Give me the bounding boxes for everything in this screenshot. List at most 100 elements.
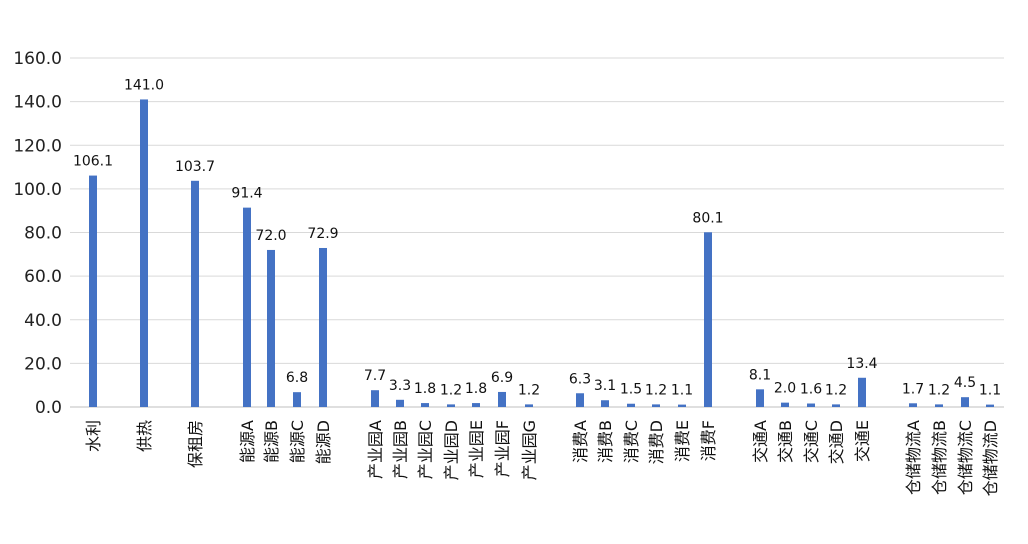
bar bbox=[807, 403, 815, 407]
data-label: 103.7 bbox=[175, 159, 215, 175]
data-label: 106.1 bbox=[73, 154, 113, 170]
bar bbox=[652, 404, 660, 407]
data-label: 1.7 bbox=[902, 381, 924, 397]
y-tick-label: 40.0 bbox=[24, 311, 62, 331]
data-label: 8.1 bbox=[749, 367, 771, 383]
data-label: 1.1 bbox=[979, 383, 1001, 399]
bar bbox=[498, 391, 506, 407]
x-category-label: 消费E bbox=[673, 420, 692, 462]
bar bbox=[396, 399, 404, 407]
data-label: 1.8 bbox=[414, 381, 436, 397]
data-label: 141.0 bbox=[124, 77, 164, 93]
data-label: 1.5 bbox=[620, 382, 642, 398]
bar bbox=[935, 404, 943, 407]
bar bbox=[89, 175, 97, 407]
data-label: 1.2 bbox=[518, 382, 540, 398]
data-label: 80.1 bbox=[692, 210, 723, 226]
x-category-label: 供热 bbox=[135, 420, 154, 452]
x-category-label: 仓储物流D bbox=[981, 420, 1000, 496]
x-category-label: 交通D bbox=[827, 420, 846, 464]
y-tick-label: 160.0 bbox=[13, 49, 62, 69]
bar bbox=[756, 389, 764, 407]
x-category-label: 能源A bbox=[238, 420, 257, 463]
bar bbox=[678, 404, 686, 407]
x-category-label: 仓储物流A bbox=[904, 420, 923, 495]
data-label: 3.1 bbox=[594, 378, 616, 394]
bar bbox=[986, 404, 994, 407]
bar bbox=[140, 99, 148, 407]
data-label: 2.0 bbox=[774, 381, 796, 397]
bar bbox=[267, 249, 275, 407]
gridlines bbox=[70, 57, 1004, 364]
x-category-label: 保租房 bbox=[186, 420, 205, 468]
x-category-label: 产业园G bbox=[520, 420, 539, 480]
bar bbox=[858, 377, 866, 407]
bar bbox=[627, 403, 635, 407]
x-category-label: 能源B bbox=[262, 420, 281, 463]
data-label: 13.4 bbox=[846, 356, 877, 372]
x-category-label: 能源D bbox=[314, 420, 333, 464]
bars bbox=[89, 99, 994, 407]
y-tick-label: 60.0 bbox=[24, 267, 62, 287]
x-category-label: 消费B bbox=[596, 420, 615, 463]
x-category-label: 交通A bbox=[751, 420, 770, 463]
x-category-label: 消费D bbox=[647, 420, 666, 464]
x-category-label: 消费A bbox=[571, 420, 590, 463]
bar bbox=[601, 400, 609, 407]
x-category-label: 消费C bbox=[622, 420, 641, 463]
bar bbox=[576, 393, 584, 407]
data-label: 1.2 bbox=[645, 382, 667, 398]
bar bbox=[421, 403, 429, 407]
x-category-label: 消费F bbox=[699, 420, 718, 461]
bar bbox=[832, 404, 840, 407]
x-category-label: 产业园B bbox=[391, 420, 410, 479]
data-label: 6.9 bbox=[491, 370, 513, 386]
bar bbox=[293, 392, 301, 407]
bar bbox=[447, 404, 455, 407]
data-label: 1.8 bbox=[465, 381, 487, 397]
y-tick-label: 140.0 bbox=[13, 93, 62, 113]
data-label: 72.0 bbox=[255, 228, 286, 244]
y-tick-label: 80.0 bbox=[24, 224, 62, 244]
y-tick-label: 0.0 bbox=[35, 398, 62, 418]
x-axis-labels: 水利 供热 保租房 能源A 能源B 能源C 能源D 产业园A 产业园B 产业园C 产业园D 产业园E 产… bbox=[84, 420, 1000, 496]
x-category-label: 仓储物流B bbox=[930, 420, 949, 495]
bar bbox=[371, 390, 379, 407]
data-label: 6.3 bbox=[569, 371, 591, 387]
data-label: 1.2 bbox=[928, 382, 950, 398]
y-axis-ticks: 0.0 20.0 40.0 60.0 80.0 100.0 120.0 140.0 160.0 bbox=[13, 49, 62, 418]
x-category-label: 水利 bbox=[84, 420, 103, 452]
y-tick-label: 20.0 bbox=[24, 354, 62, 374]
data-label: 6.8 bbox=[286, 370, 308, 386]
data-label: 3.3 bbox=[389, 378, 411, 394]
x-category-label: 产业园A bbox=[366, 420, 385, 479]
x-category-label: 产业园C bbox=[416, 420, 435, 479]
x-category-label: 产业园F bbox=[493, 420, 512, 477]
y-tick-label: 100.0 bbox=[13, 180, 62, 200]
bar bbox=[243, 207, 251, 407]
y-tick-label: 120.0 bbox=[13, 136, 62, 156]
data-label: 1.2 bbox=[825, 382, 847, 398]
data-label: 7.7 bbox=[364, 368, 386, 384]
x-category-label: 产业园D bbox=[442, 420, 461, 480]
data-label: 1.1 bbox=[671, 383, 693, 399]
bar bbox=[191, 180, 199, 407]
data-label: 91.4 bbox=[231, 186, 262, 202]
data-label: 1.6 bbox=[800, 382, 822, 398]
bar bbox=[319, 247, 327, 407]
data-label: 1.2 bbox=[440, 382, 462, 398]
bar bbox=[781, 402, 789, 407]
x-category-label: 交通B bbox=[776, 420, 795, 463]
bar bbox=[704, 232, 712, 407]
data-label: 4.5 bbox=[954, 375, 976, 391]
bar bbox=[472, 403, 480, 407]
x-category-label: 交通C bbox=[802, 420, 821, 463]
x-category-label: 交通E bbox=[853, 420, 872, 462]
data-label: 72.9 bbox=[307, 226, 338, 242]
x-category-label: 产业园E bbox=[467, 420, 486, 478]
bar bbox=[909, 403, 917, 407]
x-category-label: 仓储物流C bbox=[956, 420, 975, 495]
bar bbox=[961, 397, 969, 407]
